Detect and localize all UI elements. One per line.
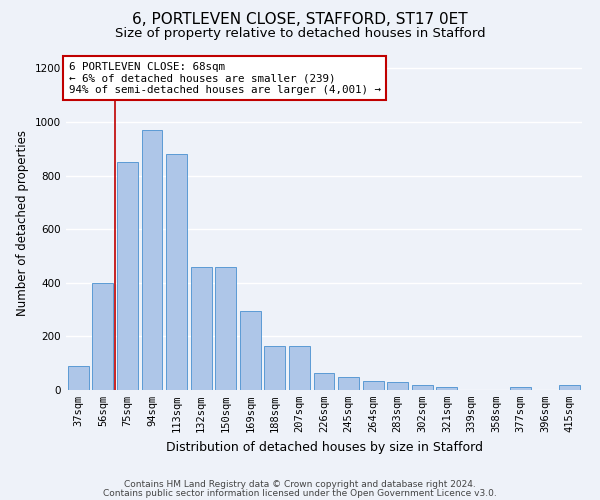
Y-axis label: Number of detached properties: Number of detached properties <box>16 130 29 316</box>
Bar <box>191 266 212 390</box>
Bar <box>265 346 286 390</box>
Text: Contains HM Land Registry data © Crown copyright and database right 2024.: Contains HM Land Registry data © Crown c… <box>124 480 476 489</box>
Bar <box>387 382 408 390</box>
Bar <box>92 283 113 390</box>
Bar <box>240 311 261 390</box>
Bar <box>166 154 187 390</box>
Bar <box>338 376 359 390</box>
Bar <box>215 266 236 390</box>
Bar <box>289 346 310 390</box>
Bar <box>117 162 138 390</box>
Bar <box>412 385 433 390</box>
Bar <box>559 385 580 390</box>
Bar <box>510 388 531 390</box>
Bar <box>362 382 383 390</box>
Text: 6 PORTLEVEN CLOSE: 68sqm
← 6% of detached houses are smaller (239)
94% of semi-d: 6 PORTLEVEN CLOSE: 68sqm ← 6% of detache… <box>68 62 380 95</box>
Text: Contains public sector information licensed under the Open Government Licence v3: Contains public sector information licen… <box>103 488 497 498</box>
Text: 6, PORTLEVEN CLOSE, STAFFORD, ST17 0ET: 6, PORTLEVEN CLOSE, STAFFORD, ST17 0ET <box>132 12 468 28</box>
Bar <box>436 388 457 390</box>
Bar <box>314 372 334 390</box>
Bar <box>68 366 89 390</box>
Text: Size of property relative to detached houses in Stafford: Size of property relative to detached ho… <box>115 28 485 40</box>
Bar <box>142 130 163 390</box>
X-axis label: Distribution of detached houses by size in Stafford: Distribution of detached houses by size … <box>166 440 482 454</box>
